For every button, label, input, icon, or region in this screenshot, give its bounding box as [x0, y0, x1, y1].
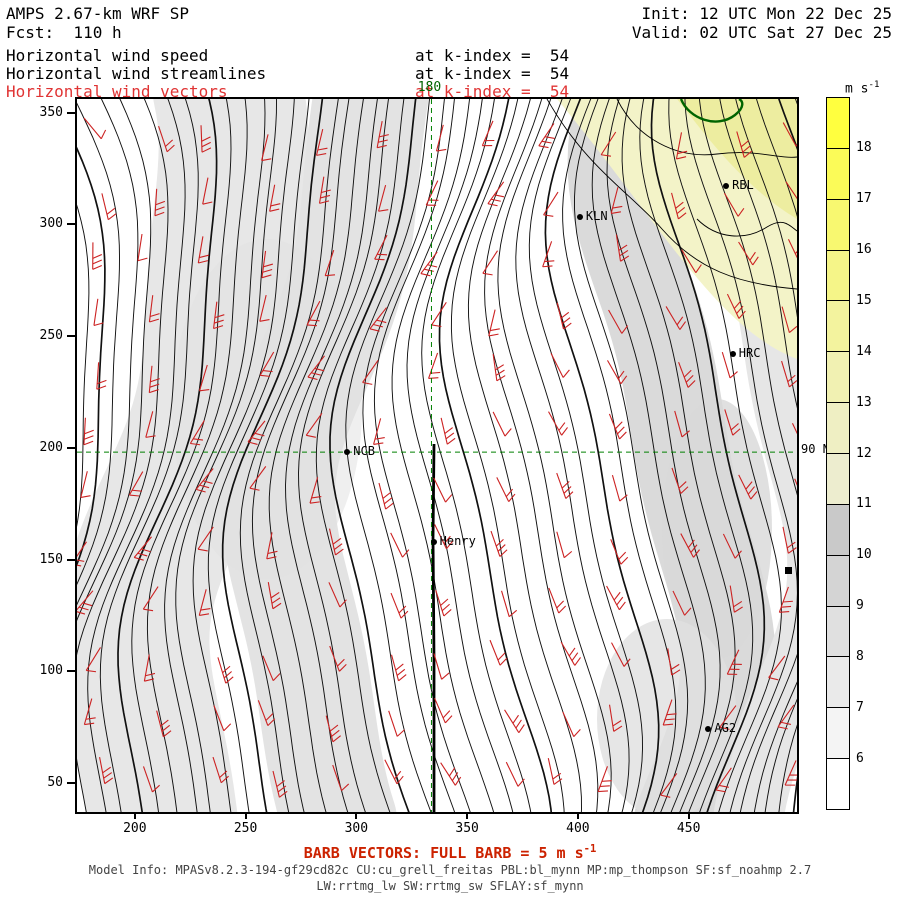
colorbar-segment — [827, 300, 849, 352]
valid-time: Valid: 02 UTC Sat 27 Dec 25 — [631, 23, 892, 42]
physics-info-line: LW:rrtmg_lw SW:rrtmg_sw SFLAY:sf_mynn — [316, 879, 584, 893]
colorbar-segment — [827, 147, 849, 199]
x-axis-tick — [466, 812, 469, 819]
y-axis-tick — [67, 223, 75, 226]
crosshair-latitude-label: 90 N — [801, 442, 830, 457]
colorbar-unit-label: m s-1 — [845, 80, 879, 96]
field-label-wind-vectors: Horizontal wind vectors — [6, 82, 228, 101]
colorbar-tick-label: 18 — [856, 139, 872, 155]
y-axis-tick-label: 250 — [39, 328, 63, 344]
colorbar-scale — [826, 97, 850, 810]
model-info-line: Model Info: MPASv8.2.3-194-gf29cd82c CU:… — [88, 863, 812, 877]
barb-vector-legend: BARB VECTORS: FULL BARB = 5 m s-1 — [0, 843, 900, 862]
crosshair-longitude-label: 180 — [417, 80, 442, 95]
map-plot-area: RBL KLN HRC NCB Henry AG2 — [75, 97, 799, 814]
x-axis-tick-label: 350 — [455, 821, 479, 836]
y-axis-tick-label: 350 — [39, 104, 63, 120]
barb-legend-text: BARB VECTORS: FULL BARB = 5 m s — [303, 844, 584, 862]
field-kindex-wind-speed: at k-index = 54 — [415, 46, 570, 65]
colorbar-tick-label: 10 — [856, 547, 872, 563]
x-axis-tick-label: 400 — [566, 821, 590, 836]
forecast-hour: Fcst: 110 h — [6, 23, 122, 42]
x-axis-tick — [576, 812, 579, 819]
y-axis-tick — [67, 446, 75, 449]
y-axis-tick — [67, 558, 75, 561]
x-axis-tick — [355, 812, 358, 819]
colorbar-segment — [827, 656, 849, 708]
x-axis-tick-label: 200 — [123, 821, 147, 836]
y-axis-tick — [67, 111, 75, 114]
barb-legend-exponent: -1 — [583, 843, 597, 855]
colorbar-segment — [827, 249, 849, 301]
field-kindex-wind-vectors: at k-index = 54 — [415, 82, 570, 101]
colorbar-tick-label: 7 — [856, 700, 864, 716]
colorbar-tick-label: 9 — [856, 598, 864, 614]
colorbar-segment — [827, 503, 849, 555]
colorbar-tick-label: 17 — [856, 190, 872, 206]
field-label-wind-speed: Horizontal wind speed — [6, 46, 209, 65]
colorbar-segment — [827, 198, 849, 250]
x-axis-tick — [244, 812, 247, 819]
colorbar-segment — [827, 402, 849, 454]
colorbar-tick-label: 8 — [856, 649, 864, 665]
colorbar-segment — [827, 554, 849, 606]
field-label-streamlines: Horizontal wind streamlines — [6, 64, 267, 83]
colorbar-unit-text: m s — [845, 81, 869, 97]
colorbar-tick-label: 16 — [856, 241, 872, 257]
x-axis-tick-label: 300 — [344, 821, 369, 836]
y-axis-tick-label: 200 — [39, 439, 63, 455]
colorbar-segment — [827, 453, 849, 504]
colorbar-tick-label: 14 — [856, 343, 872, 359]
colorbar-segment — [827, 605, 849, 657]
y-axis-tick-label: 300 — [39, 216, 63, 232]
init-time: Init: 12 UTC Mon 22 Dec 25 — [641, 4, 892, 23]
colorbar-segment — [827, 351, 849, 403]
colorbar-segment — [827, 707, 849, 759]
y-axis-tick — [67, 335, 75, 338]
y-axis-tick — [67, 782, 75, 785]
colorbar-segment — [827, 98, 849, 148]
x-axis-tick — [687, 812, 690, 819]
y-axis-tick-label: 100 — [39, 663, 63, 679]
x-axis-tick — [133, 812, 136, 819]
colorbar-unit-exponent: -1 — [868, 80, 880, 90]
x-axis-tick-label: 450 — [676, 821, 701, 836]
colorbar-tick-label: 12 — [856, 445, 872, 461]
x-axis-tick-label: 250 — [233, 821, 258, 836]
map-canvas — [77, 99, 797, 812]
colorbar-segment — [827, 758, 849, 810]
y-axis-tick-label: 50 — [47, 775, 63, 791]
colorbar-tick-label: 11 — [856, 496, 872, 512]
model-title: AMPS 2.67-km WRF SP — [6, 4, 190, 23]
field-kindex-streamlines: at k-index = 54 — [415, 64, 570, 83]
colorbar-tick-label: 6 — [856, 751, 864, 767]
colorbar-tick-label: 13 — [856, 394, 872, 410]
y-axis-tick-label: 150 — [39, 551, 63, 567]
colorbar-tick-label: 15 — [856, 292, 872, 308]
y-axis-tick — [67, 670, 75, 673]
